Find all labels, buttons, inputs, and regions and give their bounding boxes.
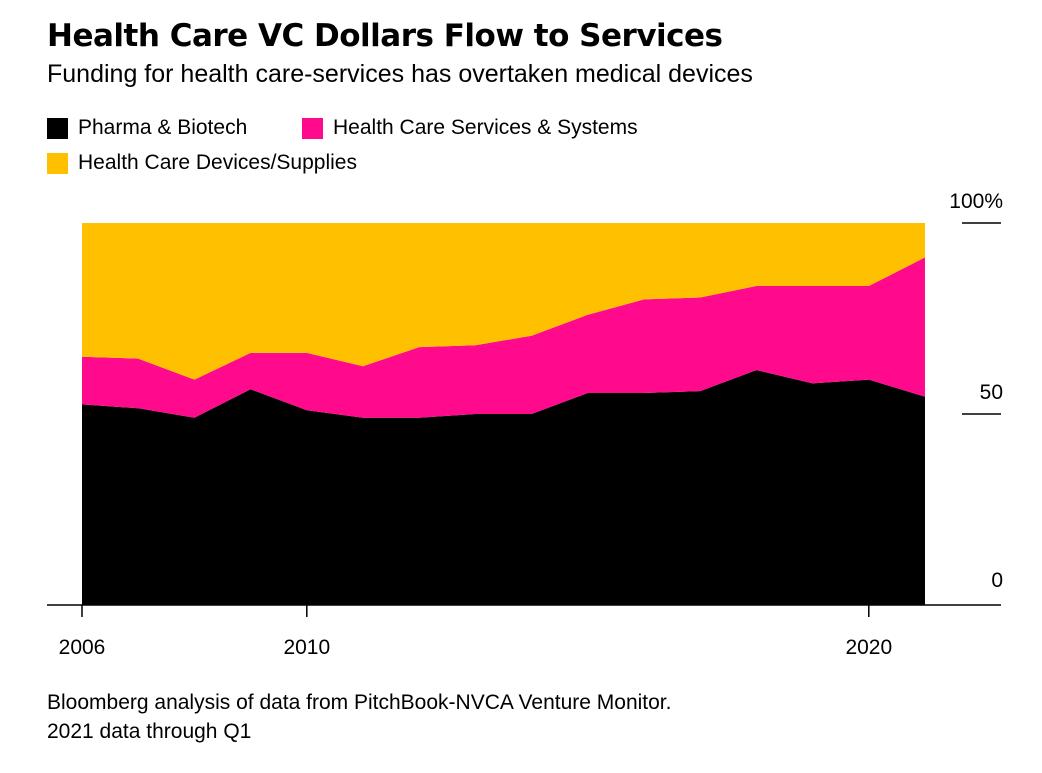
y-tick-label: 100% <box>949 190 1003 213</box>
source-note: Bloomberg analysis of data from PitchBoo… <box>47 688 671 746</box>
legend-item-pharma: Pharma & Biotech <box>47 116 247 140</box>
area-health-care-devices-supplies <box>82 223 925 380</box>
chart-title: Health Care VC Dollars Flow to Services <box>47 18 723 54</box>
x-tick-label: 2006 <box>59 636 106 659</box>
legend-label-devices: Health Care Devices/Supplies <box>78 151 357 174</box>
source-line-2: 2021 data through Q1 <box>47 720 252 743</box>
legend-label-pharma: Pharma & Biotech <box>78 116 248 139</box>
y-tick-label: 0 <box>991 569 1003 592</box>
legend-label-services: Health Care Services & Systems <box>333 116 638 139</box>
x-tick-label: 2010 <box>283 636 330 659</box>
legend-swatch-pharma <box>47 117 68 139</box>
source-line-1: Bloomberg analysis of data from PitchBoo… <box>47 691 672 714</box>
x-tick-label: 2020 <box>845 636 892 659</box>
area-health-care-services-systems <box>82 257 925 418</box>
area-pharma-biotech <box>82 370 925 605</box>
chart-subtitle: Funding for health care-services has ove… <box>47 60 753 88</box>
legend-item-devices: Health Care Devices/Supplies <box>47 151 357 175</box>
legend-swatch-devices <box>47 152 68 174</box>
y-tick-label: 50 <box>980 381 1003 404</box>
legend-swatch-services <box>302 117 323 139</box>
legend-item-services: Health Care Services & Systems <box>302 116 638 140</box>
